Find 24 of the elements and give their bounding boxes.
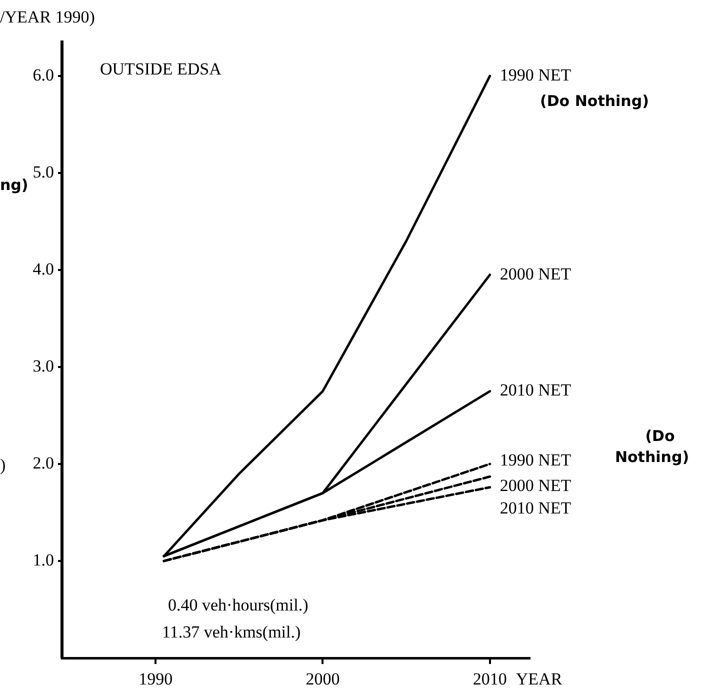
text: (Do Nothing) (614, 426, 690, 466)
annotation: 0.40 veh·hours(mil.) (168, 595, 308, 614)
series-label: 2000 NET (500, 264, 572, 284)
x-tick-label: 2000 (306, 670, 340, 689)
y-tick-label: 5.0 (32, 162, 54, 182)
x-tick-label: 1990 (138, 670, 173, 689)
series-label: 1990 NET (500, 450, 572, 470)
text: /YEAR 1990) (0, 7, 95, 26)
annotation: 11.37 veh·kms(mil.) (162, 622, 301, 642)
text: ) (0, 455, 6, 474)
text: ng) (0, 176, 28, 194)
x-axis-title: YEAR (516, 669, 563, 688)
x-tick-label: 2010 (472, 670, 507, 689)
y-tick-label: 6.0 (32, 65, 54, 84)
annotation: OUTSIDE EDSA (100, 59, 222, 78)
y-tick-label: 2.0 (32, 453, 54, 472)
series-label: 2000 NET (500, 476, 572, 496)
series-label: 1990 NET (500, 65, 572, 84)
y-tick-label: 1.0 (32, 550, 54, 570)
text: (Do Nothing) (540, 92, 649, 110)
y-tick-label: 3.0 (32, 356, 54, 376)
series-label: 2010 NET (500, 498, 572, 518)
series-label: 2010 NET (500, 380, 572, 400)
y-tick-label: 4.0 (32, 259, 54, 278)
